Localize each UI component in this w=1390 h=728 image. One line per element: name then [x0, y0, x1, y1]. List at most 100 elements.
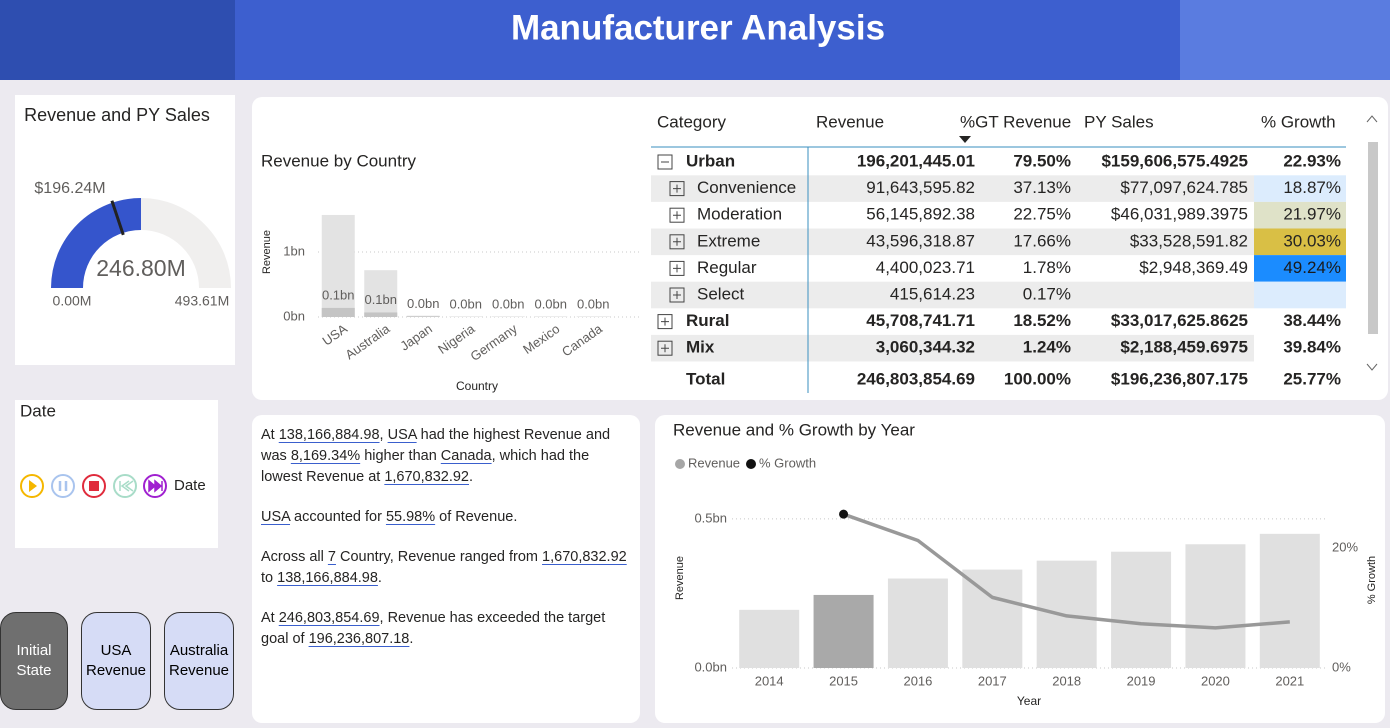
y-tick-label: 0.0bn	[694, 659, 727, 674]
x-tick-label: 2018	[1052, 673, 1081, 688]
cell: 1.24%	[1023, 338, 1071, 357]
narrative-value: USA	[261, 509, 291, 525]
date-title: Date	[20, 401, 56, 420]
gauge-value-label: 246.80M	[96, 255, 186, 281]
narrative-text: Across all	[261, 549, 328, 565]
narrative-text: to	[261, 570, 278, 586]
y2-tick-label: 20%	[1332, 540, 1358, 555]
expand-toggle[interactable]	[657, 154, 673, 170]
expand-toggle[interactable]	[669, 287, 685, 303]
bar	[321, 307, 355, 317]
bar	[364, 270, 398, 317]
y2-tick-label: 0%	[1332, 659, 1351, 674]
narrative-text: , Revenue has exceeded the target goal o…	[261, 610, 606, 647]
cell: $33,528,591.82	[1130, 231, 1248, 250]
narrative-text: accounted for	[290, 509, 386, 525]
date-player[interactable]	[20, 474, 167, 498]
narrative-card	[252, 415, 640, 723]
row-label: Convenience	[697, 178, 796, 197]
expand-toggle[interactable]	[669, 207, 685, 223]
cell: 17.66%	[1013, 231, 1071, 250]
row-label: Extreme	[697, 231, 760, 250]
narrative-value: USA	[387, 427, 417, 443]
gauge-max-label: 493.61M	[175, 293, 229, 309]
expand-toggle[interactable]	[669, 234, 685, 250]
x-axis-label: Country	[456, 379, 498, 393]
bar	[491, 316, 525, 317]
bar	[887, 578, 948, 668]
narrative-text: Country, Revenue ranged from	[335, 549, 543, 565]
cell: 415,614.23	[890, 284, 975, 303]
total-cell: 25.77%	[1283, 369, 1341, 388]
cell: 39.84%	[1283, 338, 1341, 357]
play-icon	[29, 480, 37, 492]
cell: $33,017,625.8625	[1111, 311, 1248, 330]
narrative-paragraph: At 138,166,884.98, USA had the highest R…	[261, 425, 631, 488]
total-cell: 100.00%	[1004, 369, 1071, 388]
narrative-paragraph: USA accounted for 55.98% of Revenue.	[261, 507, 631, 528]
cell: 22.93%	[1283, 151, 1341, 170]
bookmark-button[interactable]: USA Revenue	[81, 612, 151, 710]
x-tick-label: 2015	[829, 673, 858, 688]
cell: 196,201,445.01	[857, 151, 975, 170]
cell: 91,643,595.82	[866, 178, 975, 197]
next-button[interactable]	[143, 474, 167, 498]
stop-icon	[89, 481, 99, 491]
narrative-text: had the highest Revenue and was	[261, 427, 611, 464]
cell: 43,596,318.87	[866, 231, 975, 250]
cell: $46,031,989.3975	[1111, 205, 1248, 224]
scroll-arrow[interactable]	[1366, 115, 1378, 123]
expand-toggle[interactable]	[669, 260, 685, 276]
expand-icon	[673, 264, 681, 273]
stop-button[interactable]	[82, 474, 106, 498]
expand-icon	[673, 211, 681, 220]
cell: 21.97%	[1283, 205, 1341, 224]
row-label: Urban	[686, 151, 735, 170]
previous-button[interactable]	[113, 474, 137, 498]
bookmark-button[interactable]: Australia Revenue	[164, 612, 234, 710]
bar	[406, 316, 440, 317]
narrative-text: .	[377, 570, 382, 586]
expand-icon	[673, 184, 681, 193]
data-label: 0.0bn	[492, 296, 525, 311]
bar	[321, 214, 355, 317]
bookmark-button[interactable]: Initial State	[0, 612, 68, 710]
row-label: Select	[697, 284, 745, 303]
x-tick-label: 2017	[978, 673, 1007, 688]
bar	[576, 316, 610, 317]
narrative-value: 55.98%	[385, 509, 436, 525]
play-button[interactable]	[20, 474, 44, 498]
growth-cell	[1254, 175, 1346, 202]
data-label: 0.0bn	[407, 296, 440, 311]
scroll-arrow[interactable]	[1366, 363, 1378, 371]
pause-button[interactable]	[51, 474, 75, 498]
y-axis-label: Revenue	[261, 230, 273, 274]
row-label: Moderation	[697, 205, 782, 224]
total-cell: $196,236,807.175	[1111, 369, 1248, 388]
row-band	[651, 281, 1254, 309]
x-tick-label: 2021	[1275, 673, 1304, 688]
gauge-title: Revenue and PY Sales	[24, 105, 210, 125]
data-label: 0.1bn	[364, 292, 397, 307]
narrative-text: higher than	[360, 448, 441, 464]
page-title: Manufacturer Analysis	[511, 8, 885, 47]
bar	[813, 594, 874, 668]
header-left	[0, 0, 235, 80]
row-label: Rural	[686, 311, 729, 330]
sort-indicator	[959, 136, 971, 143]
expand-toggle[interactable]	[657, 340, 673, 356]
line	[842, 512, 1290, 630]
expand-toggle[interactable]	[669, 181, 685, 197]
expand-icon	[661, 317, 669, 326]
narrative-value: 246,803,854.69	[278, 610, 380, 626]
narrative-value: 8,169.34%	[290, 448, 361, 464]
chart-title: Revenue and % Growth by Year	[673, 420, 915, 439]
x-axis-label: Year	[1017, 694, 1041, 708]
cell: 49.24%	[1283, 258, 1341, 277]
growth-cell	[1254, 228, 1346, 256]
expand-toggle[interactable]	[657, 314, 673, 330]
y2-axis-label: % Growth	[1366, 556, 1378, 604]
column-header: PY Sales	[1084, 112, 1154, 131]
narrative: At 138,166,884.98, USA had the highest R…	[261, 425, 631, 669]
scroll-thumb[interactable]	[1368, 142, 1378, 334]
